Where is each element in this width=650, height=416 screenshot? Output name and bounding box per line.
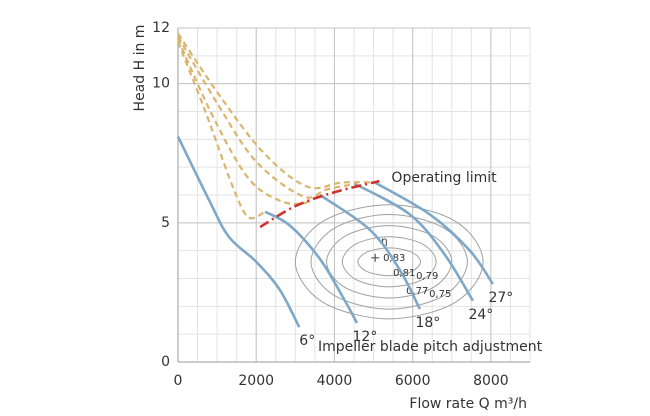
efficiency-contour: [310, 213, 468, 310]
curve-label: 6°: [299, 333, 315, 349]
head-curve: [176, 135, 301, 328]
unstable-curve: [176, 41, 266, 220]
efficiency-contours: η 0,83 0,81 0,79 0,77 0,75: [294, 204, 484, 320]
head-curve: [354, 182, 475, 302]
head-curve: [374, 181, 494, 285]
x-axis-label: Flow rate Q m³/h: [409, 396, 527, 412]
x-tick-label: 2000: [238, 373, 274, 389]
curve-label: 12°: [353, 329, 378, 345]
y-tick-label: 10: [152, 76, 170, 92]
x-tick-label: 4000: [317, 373, 353, 389]
y-tick-label: 5: [161, 215, 170, 231]
y-tick-label: 12: [152, 20, 170, 36]
curve-label: 27°: [488, 290, 513, 306]
y-axis-label: Head H in m: [132, 25, 148, 112]
contour-label: 0,81: [393, 268, 415, 279]
x-tick-label: 8000: [473, 373, 509, 389]
efficiency-contour: [341, 236, 437, 288]
x-tick-label: 0: [174, 373, 183, 389]
contour-label: 0,79: [416, 271, 438, 282]
x-tick-label: 6000: [395, 373, 431, 389]
efficiency-symbol: η: [381, 236, 387, 247]
contour-label: 0,83: [383, 253, 405, 264]
curve-label: 18°: [415, 315, 440, 331]
head-curve: [264, 210, 359, 324]
curve-label: 24°: [468, 307, 493, 323]
efficiency-contour: [357, 247, 421, 277]
unstable-curve: [177, 35, 356, 199]
unstable-curve: [177, 32, 375, 190]
grid: [177, 27, 531, 363]
unstable-curve: [176, 38, 321, 206]
curves: 6° 12° 18° 24°27° Operating limit: [176, 32, 513, 349]
efficiency-contour: [294, 204, 484, 320]
y-tick-label: 0: [161, 354, 170, 370]
efficiency-peak: [371, 253, 380, 262]
contour-label: 0,77: [406, 286, 428, 297]
operating-limit: [259, 179, 380, 229]
operating-limit-label: Operating limit: [391, 170, 497, 186]
head-curve: [319, 193, 422, 310]
annotation: Impeller blade pitch adjustment: [318, 339, 543, 355]
contour-label: 0,75: [429, 289, 451, 300]
efficiency-contour: [326, 225, 453, 299]
